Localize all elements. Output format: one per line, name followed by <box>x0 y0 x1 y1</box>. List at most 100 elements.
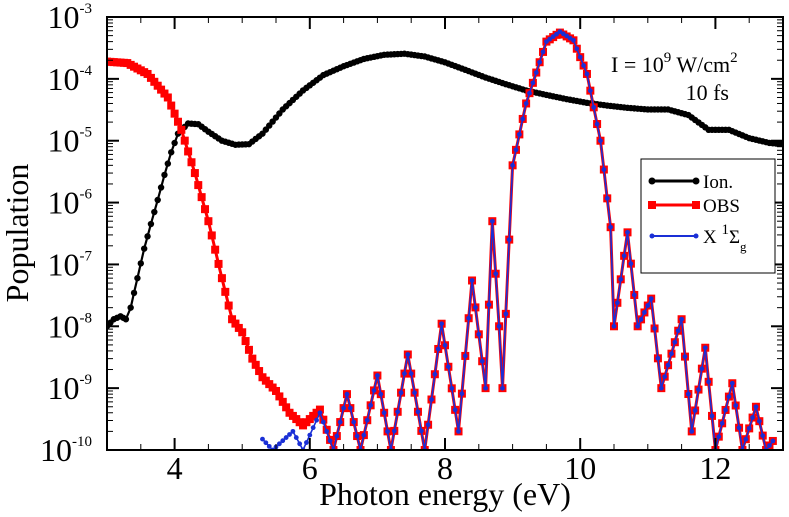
y-axis-title: Population <box>0 164 35 303</box>
data-point-x-sigma-g <box>527 90 532 96</box>
data-point-x-sigma-g <box>462 353 468 359</box>
data-point-x-sigma-g <box>503 311 509 317</box>
data-point-obs <box>177 125 186 134</box>
data-point-x-sigma-g <box>500 385 505 391</box>
data-point-x-sigma-g <box>516 132 522 137</box>
data-point-x-sigma-g <box>476 331 482 337</box>
data-point-obs <box>231 319 240 328</box>
data-point-obs <box>184 147 193 156</box>
data-point-obs <box>214 259 223 268</box>
data-point-x-sigma-g <box>371 388 377 393</box>
data-point-x-sigma-g <box>662 374 668 380</box>
data-point-x-sigma-g <box>449 385 455 391</box>
data-point-x-sigma-g <box>385 428 390 434</box>
data-point-x-sigma-g <box>276 441 282 447</box>
data-point-x-sigma-g <box>496 323 502 329</box>
data-point-x-sigma-g <box>645 303 651 308</box>
x-tick-label: 4 <box>167 450 183 486</box>
data-point-x-sigma-g <box>425 422 431 428</box>
data-point-x-sigma-g <box>287 432 292 437</box>
data-point-x-sigma-g <box>736 425 742 431</box>
data-point-x-sigma-g <box>530 80 536 86</box>
legend-entry-ion: Ion. <box>648 172 733 193</box>
data-point-x-sigma-g <box>506 237 512 243</box>
data-point-x-sigma-g <box>682 354 688 360</box>
data-point-x-sigma-g <box>398 390 404 396</box>
data-point-x-sigma-g <box>618 276 624 282</box>
annotation-unit-exponent: 2 <box>730 50 738 66</box>
data-point-x-sigma-g <box>351 419 357 425</box>
data-point-x-sigma-g <box>466 315 472 321</box>
data-point-x-sigma-g <box>442 342 448 348</box>
legend-marker-x-sigma-g <box>649 233 655 239</box>
data-point-x-sigma-g <box>364 417 370 423</box>
annotation-duration: 10 fs <box>686 80 729 105</box>
data-point-obs <box>207 231 216 240</box>
data-point-x-sigma-g <box>533 70 539 75</box>
y-tick-label: 10-3 <box>48 0 93 35</box>
data-point-x-sigma-g <box>344 391 350 397</box>
data-point-x-sigma-g <box>520 116 526 122</box>
data-point-x-sigma-g <box>547 36 553 42</box>
data-point-x-sigma-g <box>621 253 627 259</box>
data-point-x-sigma-g <box>486 302 492 308</box>
y-tick-label: 10-7 <box>48 246 93 282</box>
data-point-x-sigma-g <box>652 326 657 331</box>
data-point-x-sigma-g <box>307 432 313 438</box>
data-point-obs <box>234 323 243 332</box>
data-point-obs <box>224 301 233 310</box>
data-point-obs <box>197 193 206 202</box>
data-point-x-sigma-g <box>696 387 701 392</box>
data-point-obs <box>248 354 257 363</box>
data-point-obs <box>282 403 291 412</box>
data-point-x-sigma-g <box>635 323 641 329</box>
data-point-x-sigma-g <box>628 261 634 267</box>
data-point-x-sigma-g <box>412 390 417 396</box>
data-point-x-sigma-g <box>550 34 556 40</box>
data-point-x-sigma-g <box>719 420 725 426</box>
data-point-x-sigma-g <box>689 428 695 434</box>
data-point-x-sigma-g <box>483 385 488 391</box>
legend-marker-obs <box>648 201 656 209</box>
data-point-x-sigma-g <box>709 413 715 419</box>
data-point-ion <box>144 233 151 240</box>
data-point-x-sigma-g <box>642 310 647 315</box>
data-point-x-sigma-g <box>571 37 576 43</box>
data-point-x-sigma-g <box>260 436 265 442</box>
data-point-x-sigma-g <box>631 292 637 298</box>
data-point-x-sigma-g <box>304 440 309 445</box>
data-point-x-sigma-g <box>760 433 766 438</box>
annotation-intensity-exponent: 9 <box>664 50 672 66</box>
data-point-x-sigma-g <box>337 419 343 425</box>
data-point-x-sigma-g <box>469 278 475 283</box>
data-point-x-sigma-g <box>375 373 380 378</box>
data-point-x-sigma-g <box>290 428 296 434</box>
data-point-obs <box>272 386 280 395</box>
data-point-ion <box>130 289 138 297</box>
data-point-x-sigma-g <box>672 339 678 345</box>
data-point-ion <box>140 245 148 252</box>
data-point-x-sigma-g <box>283 435 289 440</box>
x-tick-label: 6 <box>302 450 318 486</box>
data-point-x-sigma-g <box>614 300 620 306</box>
data-point-x-sigma-g <box>658 385 664 391</box>
data-point-x-sigma-g <box>445 364 451 370</box>
data-point-x-sigma-g <box>537 59 543 65</box>
y-tick-label: 10-4 <box>48 61 93 97</box>
data-point-x-sigma-g <box>587 88 593 94</box>
data-point-x-sigma-g <box>675 328 681 334</box>
data-point-ion <box>147 220 155 228</box>
data-point-x-sigma-g <box>753 404 759 410</box>
data-point-ion <box>122 316 130 323</box>
data-point-x-sigma-g <box>611 323 617 329</box>
data-point-x-sigma-g <box>435 346 441 352</box>
data-point-x-sigma-g <box>601 167 607 172</box>
data-point-obs <box>315 405 324 414</box>
legend-label-x-sigma-g: X 1Σg <box>703 222 747 254</box>
data-point-x-sigma-g <box>770 438 776 444</box>
legend-marker-ion <box>648 177 656 185</box>
data-point-x-sigma-g <box>280 438 286 444</box>
y-tick-label: 10-9 <box>48 370 93 406</box>
data-point-x-sigma-g <box>314 417 319 423</box>
data-point-x-sigma-g <box>699 366 705 372</box>
